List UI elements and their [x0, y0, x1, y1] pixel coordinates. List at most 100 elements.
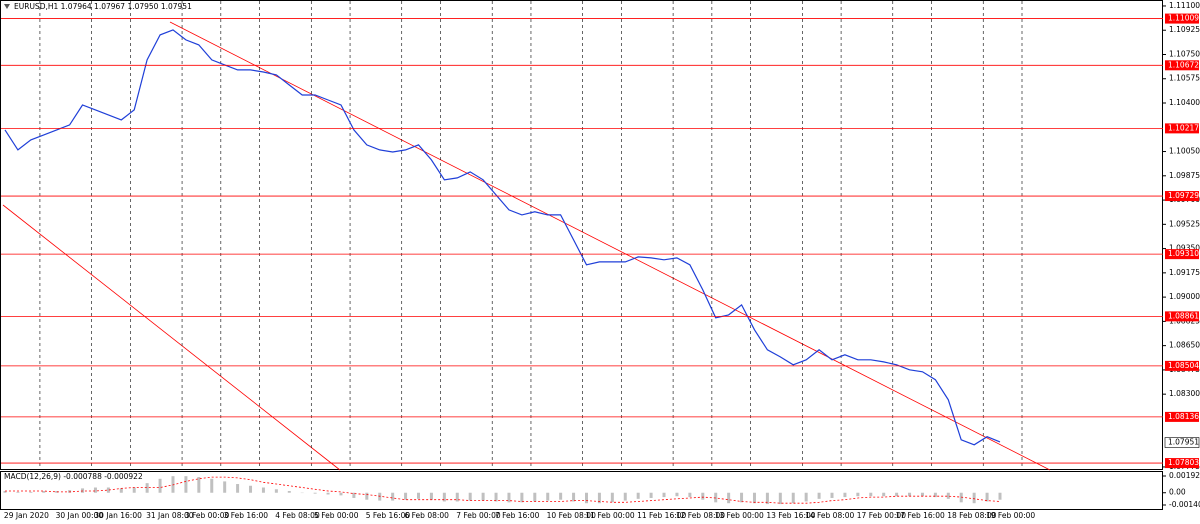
macd-bar — [843, 492, 847, 498]
macd-bar — [365, 492, 369, 500]
macd-bar — [778, 492, 782, 505]
level-box — [1165, 191, 1199, 202]
macd-bar — [171, 476, 175, 493]
macd-bar — [817, 492, 821, 499]
macd-bar — [623, 492, 627, 501]
y-tick-label: 1.09875 — [1169, 171, 1200, 180]
macd-bar — [261, 487, 265, 493]
macd-bar — [662, 492, 666, 498]
macd-bar — [81, 488, 85, 493]
y-tick-label: 1.10925 — [1169, 25, 1200, 34]
level-label: 1.08136 — [1168, 412, 1199, 421]
level-label: 1.11009 — [1168, 14, 1199, 23]
y-tick-label: 1.09350 — [1169, 244, 1200, 253]
x-tick-label: 30 Jan 00:00 — [56, 511, 104, 520]
x-tick-label: 31 Jan 08:00 — [146, 511, 194, 520]
macd-bar — [55, 491, 59, 493]
macd-bar — [507, 492, 511, 503]
macd-bar — [675, 492, 679, 497]
macd-bar — [920, 492, 924, 497]
x-tick-label: 13 Feb 16:00 — [766, 511, 815, 520]
y-tick-label: 0.00 — [1169, 488, 1186, 497]
level-label: 1.10217 — [1168, 123, 1199, 132]
macd-bar — [481, 492, 485, 501]
macd-bar — [882, 492, 886, 497]
macd-bar — [158, 478, 162, 493]
level-label: 1.07803 — [1168, 458, 1199, 467]
y-tick-label: -0.001405 — [1169, 500, 1200, 509]
macd-bar — [908, 492, 912, 497]
macd-bar — [856, 492, 860, 497]
level-label: 1.09729 — [1168, 191, 1199, 200]
macd-bar — [714, 492, 718, 503]
macd-bar — [391, 492, 395, 501]
x-tick-label: 14 Feb 08:00 — [805, 511, 854, 520]
macd-bar — [869, 492, 873, 497]
x-tick-label: 19 Feb 00:00 — [986, 511, 1035, 520]
macd-bar — [29, 491, 33, 493]
macd-bar — [378, 492, 382, 501]
macd-bar — [895, 492, 899, 497]
level-box — [1165, 60, 1199, 71]
macd-bar — [145, 483, 149, 493]
macd-bar — [572, 492, 576, 502]
macd-bar — [132, 487, 136, 493]
macd-bar — [752, 492, 756, 504]
y-tick-label: 1.09000 — [1169, 292, 1200, 301]
macd-bar — [804, 492, 808, 502]
level-box — [1165, 13, 1199, 24]
trend-line — [2, 204, 341, 471]
macd-title: MACD(12,26,9) -0.000788 -0.000922 — [4, 472, 143, 481]
macd-bar — [42, 491, 46, 493]
x-tick-label: 5 Feb 16:00 — [366, 511, 411, 520]
macd-bar — [546, 492, 550, 501]
level-box — [1165, 458, 1199, 469]
macd-bar — [404, 492, 408, 500]
level-label: 1.08504 — [1168, 361, 1199, 370]
macd-bar — [184, 476, 188, 493]
x-tick-label: 29 Jan 2020 — [4, 511, 49, 520]
macd-bar — [313, 492, 317, 494]
macd-bar — [210, 478, 214, 493]
macd-bar — [636, 492, 640, 499]
y-tick-label: 1.10050 — [1169, 147, 1200, 156]
x-tick-label: 18 Feb 08:00 — [947, 511, 996, 520]
level-label: 1.09310 — [1168, 249, 1199, 258]
x-tick-label: 7 Feb 16:00 — [495, 511, 540, 520]
macd-bar — [649, 492, 653, 498]
trend-line — [169, 21, 1051, 471]
last-price-box — [1164, 437, 1200, 448]
macd-bar — [3, 491, 7, 493]
macd-bar — [972, 492, 976, 504]
macd-bar — [352, 492, 356, 498]
x-tick-label: 4 Feb 08:00 — [275, 511, 320, 520]
y-tick-label: 1.10400 — [1169, 98, 1200, 107]
x-tick-label: 5 Feb 00:00 — [314, 511, 359, 520]
x-tick-label: 6 Feb 08:00 — [405, 511, 450, 520]
macd-bar — [274, 489, 278, 493]
y-tick-label: 1.08300 — [1169, 389, 1200, 398]
y-tick-label: 1.10575 — [1169, 74, 1200, 83]
level-label: 1.08861 — [1168, 311, 1199, 320]
level-box — [1165, 360, 1199, 371]
y-tick-label: 1.10750 — [1169, 49, 1200, 58]
y-tick-label: 1.09525 — [1169, 219, 1200, 228]
macd-bar — [93, 487, 97, 493]
macd-bar — [287, 491, 291, 493]
macd-bar — [559, 492, 563, 500]
macd-bar — [688, 492, 692, 498]
level-label: 1.10672 — [1168, 60, 1199, 69]
macd-bar — [933, 492, 937, 498]
macd-bar — [249, 485, 253, 493]
x-tick-label: 3 Feb 16:00 — [224, 511, 269, 520]
macd-bar — [494, 492, 498, 502]
x-tick-label: 11 Feb 00:00 — [585, 511, 634, 520]
macd-bar — [533, 492, 537, 502]
macd-bar — [223, 481, 227, 493]
macd-bar — [610, 492, 614, 503]
last-price-label: 1.07951 — [1168, 438, 1199, 447]
macd-bar — [985, 492, 989, 502]
y-tick-label: 1.09175 — [1169, 268, 1200, 277]
macd-bar — [417, 492, 421, 499]
